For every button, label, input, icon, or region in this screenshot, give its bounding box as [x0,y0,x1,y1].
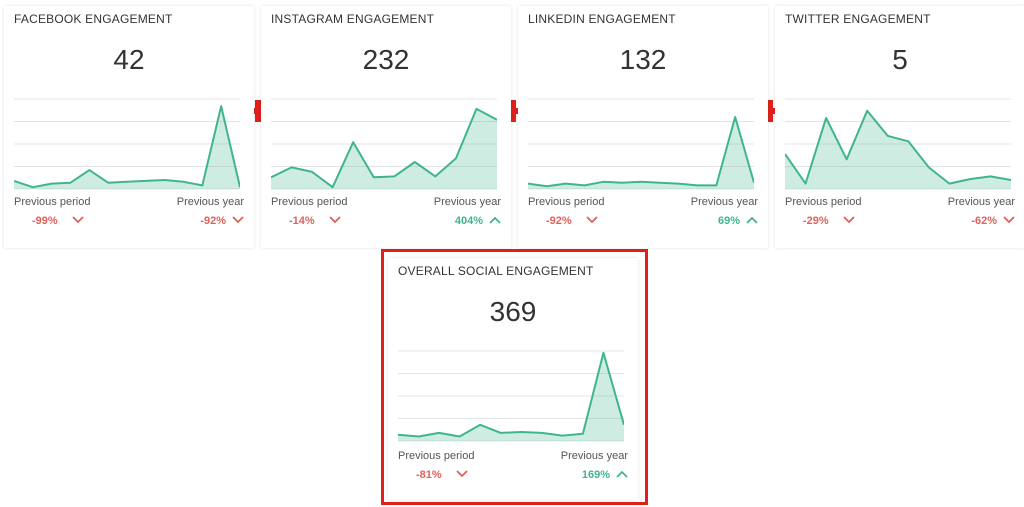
trend-arrow [456,470,468,478]
change-value: 69% [717,215,740,227]
comparison-label: Previous year [947,196,1015,208]
arrow-shape [232,216,244,224]
plus-icon [502,100,524,122]
widget-value: 5 [892,44,908,75]
trend-arrow [329,216,341,224]
sparkline-line [785,109,1011,185]
sparkline [271,98,497,190]
comparison-change: 169% [582,469,628,481]
trend-arrow [616,470,628,478]
widget-card: LINKEDIN ENGAGEMENT 132 Previous period -92… [518,6,768,248]
widget-value: 369 [489,296,537,327]
change-value: -62% [971,215,997,227]
change-value: -29% [803,215,829,227]
change-value: -92% [200,215,226,227]
comparison-change: 404% [455,215,501,227]
trend-arrow [489,216,501,224]
comparison-change: -92% [200,215,244,227]
change-value: 404% [454,215,483,227]
comparison-label: Previous period [271,196,348,208]
arrow-shape [329,216,341,224]
widget-card: OVERALL SOCIAL ENGAGEMENT 369 Previous per… [388,258,638,500]
widget-card: TWITTER ENGAGEMENT 5 Previous period -29% Pr… [775,6,1024,248]
sparkline-area [785,110,1011,189]
plus-icon [759,100,781,122]
comparison-label: Previous year [176,196,244,208]
trend-arrow [843,216,855,224]
change-value: -92% [546,215,572,227]
comparison-change: -62% [971,215,1015,227]
widget-title: INSTAGRAM ENGAGEMENT [271,12,435,26]
change-value: 169% [581,469,610,481]
sparkline-line [271,107,497,189]
comparison-change: -81% [416,469,468,481]
change-value: -99% [32,215,58,227]
sparkline [528,98,754,190]
sparkline [398,350,624,442]
trend-arrow [586,216,598,224]
comparison-change: 69% [718,215,758,227]
arrow-shape [489,216,501,224]
widget-value: 232 [362,44,410,75]
widget-card: INSTAGRAM ENGAGEMENT 232 Previous period -1… [261,6,511,248]
sparkline-line [398,351,624,438]
sparkline-area [528,117,754,189]
trend-arrow [1003,216,1015,224]
comparison-change: -14% [289,215,341,227]
widget-title: OVERALL SOCIAL ENGAGEMENT [398,264,594,278]
comparison-change: -99% [32,215,84,227]
widget-title: TWITTER ENGAGEMENT [785,12,931,26]
trend-arrow [232,216,244,224]
sparkline [14,98,240,190]
trend-arrow [72,216,84,224]
arrow-shape [616,470,628,478]
arrow-shape [746,216,758,224]
sparkline-line [528,116,754,188]
change-value: -14% [289,215,315,227]
trend-arrow [746,216,758,224]
widget-title: LINKEDIN ENGAGEMENT [528,12,676,26]
sparkline-area [271,108,497,189]
sparkline-line [14,105,240,189]
widget-title: FACEBOOK ENGAGEMENT [14,12,173,26]
widget-value: 42 [113,44,145,75]
comparison-label: Previous year [433,196,501,208]
comparison-label: Previous period [528,196,605,208]
comparison-label: Previous period [14,196,91,208]
sparkline [785,98,1011,190]
comparison-label: Previous year [560,450,628,462]
highlight-frame [381,249,648,505]
plus-icon [247,100,269,122]
arrow-shape [72,216,84,224]
widget-value: 132 [619,44,667,75]
comparison-label: Previous year [690,196,758,208]
change-value: -81% [416,469,442,481]
arrow-shape [586,216,598,224]
comparison-change: -29% [803,215,855,227]
sparkline-area [14,106,240,189]
widget-card: FACEBOOK ENGAGEMENT 42 Previous period -99%… [4,6,254,248]
arrow-shape [843,216,855,224]
comparison-label: Previous period [785,196,862,208]
comparison-change: -92% [546,215,598,227]
sparkline-area [398,352,624,441]
arrow-shape [456,470,468,478]
arrow-shape [1003,216,1015,224]
comparison-label: Previous period [398,450,475,462]
